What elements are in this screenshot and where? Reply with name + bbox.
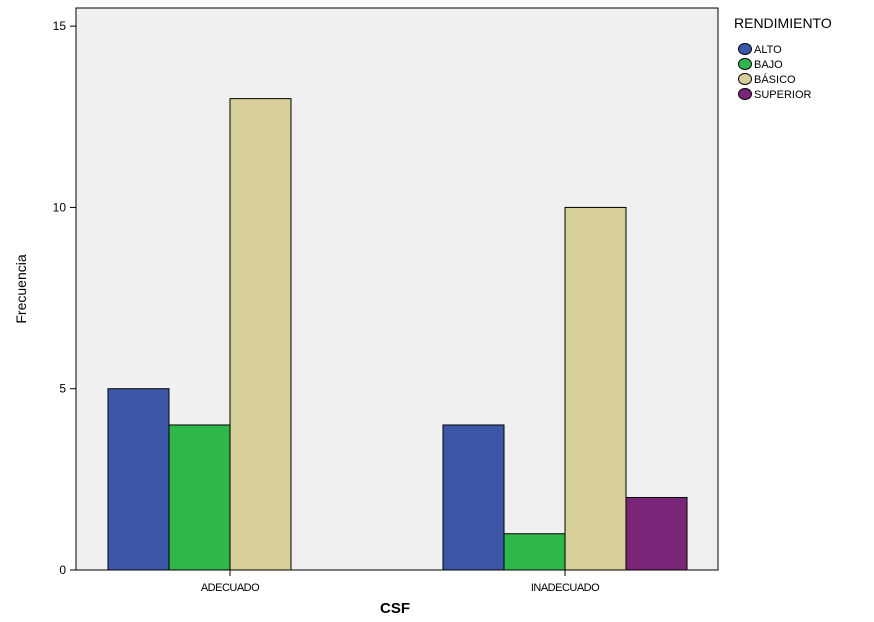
legend: RENDIMIENTO ALTO BAJO BÁSICO SUPERIOR [734, 15, 832, 101]
legend-swatch-alto [738, 43, 752, 55]
x-axis-title: CSF [380, 600, 410, 617]
bar-inadecuado-alto [442, 424, 505, 571]
y-axis-title: Frecuencia [13, 254, 29, 323]
legend-swatch-bajo [738, 58, 752, 70]
legend-swatch-superior [738, 88, 752, 100]
legend-label-bajo: BAJO [754, 59, 783, 71]
bar-inadecuado-básico [564, 206, 627, 571]
legend-swatch-básico [738, 73, 752, 85]
y-tick-label: 0 [59, 563, 66, 577]
legend-label-superior: SUPERIOR [754, 89, 812, 101]
bar-inadecuado-superior [625, 496, 688, 571]
y-tick-label: 10 [53, 200, 67, 214]
x-axis: ADECUADO INADECUADO [201, 570, 601, 594]
legend-label-alto: ALTO [754, 44, 782, 56]
legend-label-básico: BÁSICO [754, 73, 796, 86]
x-tick-label-adecuado: ADECUADO [201, 582, 260, 594]
bars [107, 98, 688, 571]
bar-adecuado-alto [107, 388, 170, 571]
y-tick-label: 15 [53, 19, 67, 33]
bar-inadecuado-bajo [503, 533, 566, 571]
legend-title: RENDIMIENTO [734, 15, 832, 31]
y-axis: 0 5 10 15 [53, 19, 76, 577]
x-tick-label-inadecuado: INADECUADO [531, 582, 600, 594]
bar-adecuado-básico [229, 98, 292, 571]
bar-adecuado-bajo [168, 424, 231, 571]
y-tick-label: 5 [59, 382, 66, 396]
